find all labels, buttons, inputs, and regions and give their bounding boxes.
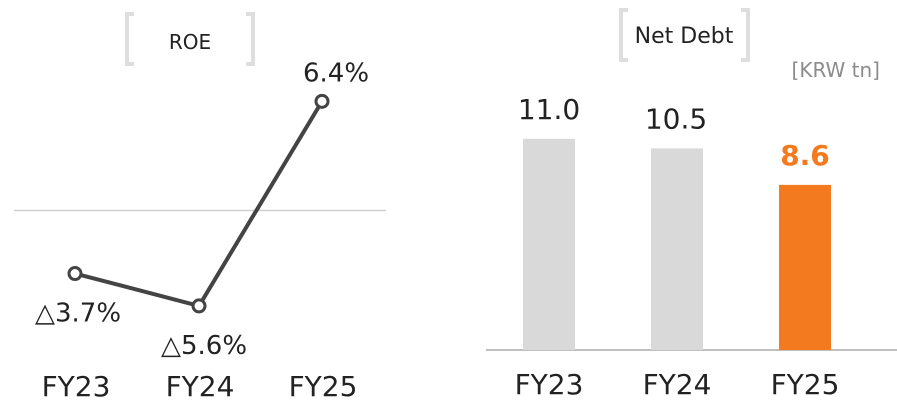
- roe-value-label-fy25: 6.4%: [303, 58, 369, 88]
- net-debt-category-label-fy24: FY24: [643, 368, 712, 400]
- net-debt-title-bracket-right: [741, 8, 750, 62]
- net-debt-bar-fy23: [523, 138, 575, 350]
- net-debt-value-label-fy24: 10.5: [645, 102, 707, 135]
- roe-title-bracket-right: [246, 12, 255, 66]
- roe-category-label-fy25: FY25: [289, 370, 358, 400]
- roe-point-fy25: [314, 93, 330, 109]
- net-debt-unit-label: [KRW tn]: [792, 58, 880, 82]
- roe-category-label-fy23: FY23: [42, 370, 111, 400]
- roe-point-fy24: [191, 298, 207, 314]
- net-debt-bar-fy24: [651, 148, 703, 350]
- roe-category-label-fy24: FY24: [166, 370, 235, 400]
- net-debt-title: Net Debt: [635, 24, 734, 49]
- net-debt-value-label-fy23: 11.0: [518, 93, 580, 126]
- roe-value-label-fy23: △3.7%: [35, 299, 121, 329]
- roe-chart: ROE △3.7% △5.6% 6.4% FY23 FY24 FY25: [14, 12, 386, 400]
- net-debt-bar-fy25: [779, 184, 831, 350]
- net-debt-title-bracket-left: [619, 8, 628, 62]
- roe-point-fy23: [67, 266, 83, 282]
- roe-value-label-fy24: △5.6%: [161, 331, 247, 361]
- net-debt-category-label-fy23: FY23: [515, 368, 584, 400]
- net-debt-category-label-fy25: FY25: [771, 368, 840, 400]
- roe-series-line: [74, 100, 324, 308]
- roe-title: ROE: [169, 30, 211, 54]
- roe-title-bracket-left: [125, 12, 134, 66]
- net-debt-chart: Net Debt [KRW tn] 11.0 10.5 8.6 FY23 FY24 FY…: [486, 8, 897, 400]
- net-debt-value-label-fy25: 8.6: [780, 139, 830, 172]
